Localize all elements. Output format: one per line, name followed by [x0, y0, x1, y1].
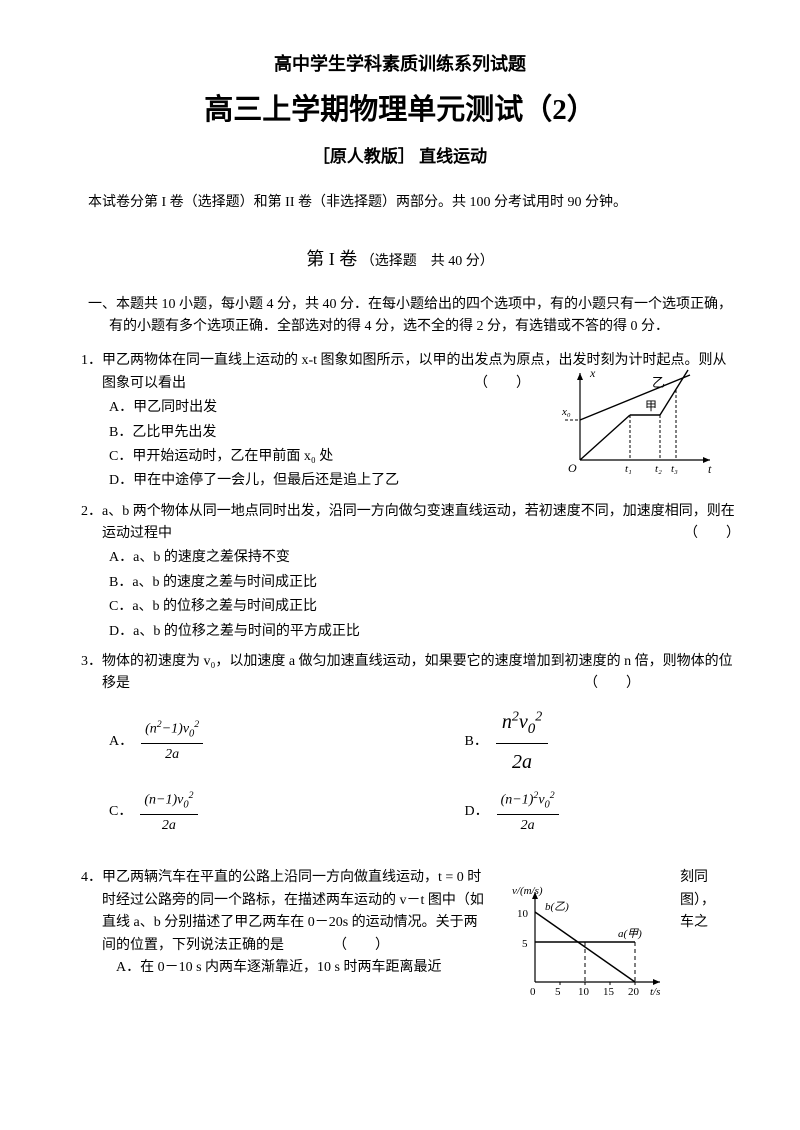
q3-c-formula: (n−1)v02 2a — [140, 788, 197, 838]
q4-y-label: v/(m/s) — [512, 885, 543, 897]
q1-svg: x t O 乙 x₀ 甲 t₁ t₂ t₃ — [560, 365, 720, 480]
q4-xtick-15: 15 — [603, 986, 615, 998]
q1-x-axis-label: t — [708, 462, 712, 476]
q1-jia-label: 甲 — [645, 399, 657, 413]
question-3: 3．物体的初速度为 v₀，以加速度 a 做匀加速直线运动，如果要它的速度增加到初… — [60, 651, 740, 837]
q2-opt-c: C．a、b 的位移之差与时间成正比 — [109, 596, 740, 618]
q4-graph: v/(m/s) t/s 5 10 0 5 10 15 20 a(甲) b(乙) — [510, 882, 670, 1010]
q3-b-label: B． — [465, 731, 488, 753]
q4-opt-a: A．在 0－10 s 内两车逐渐靠近，10 s 时两车距离最近 — [102, 957, 550, 979]
q1-graph: x t O 乙 x₀ 甲 t₁ t₂ t₃ — [560, 365, 720, 488]
q1-x0-label: x₀ — [561, 406, 571, 418]
q1-origin: O — [568, 461, 577, 475]
q4-line3: 直线 a、b 分别描述了甲乙两车在 0－20s 的运动情况。关于两 — [102, 912, 550, 934]
q3-opt-a: A． (n2−1)v02 2a — [109, 706, 385, 778]
q4-ytick-5: 5 — [522, 938, 528, 950]
q1-y-axis-label: x — [589, 366, 596, 380]
q4-svg: v/(m/s) t/s 5 10 0 5 10 15 20 a(甲) b(乙) — [510, 882, 670, 1002]
q4-b-label: b(乙) — [545, 901, 569, 913]
q4-text: 4．甲乙两辆汽车在平直的公路上沿同一方向做直线运动，t = 0 时 时经过公路旁… — [60, 867, 550, 979]
q2-blank: （ ） — [705, 523, 740, 545]
q4-line2: 时经过公路旁的同一个路标，在描述两车运动的 v－t 图中（如 — [102, 890, 550, 912]
q3-d-formula: (n−1)2v02 2a — [497, 788, 559, 838]
question-2: 2．a、b 两个物体从同一地点同时出发，沿同一方向做匀变速直线运动，若初速度不同… — [60, 501, 740, 643]
q3-opt-c: C． (n−1)v02 2a — [109, 788, 385, 838]
q2-stem: 2．a、b 两个物体从同一地点同时出发，沿同一方向做匀变速直线运动，若初速度不同… — [60, 501, 740, 546]
q4-x-label: t/s — [650, 986, 660, 998]
q2-options: A．a、b 的速度之差保持不变 B．a、b 的速度之差与时间成正比 C．a、b … — [60, 547, 740, 643]
q2-stem-text: 2．a、b 两个物体从同一地点同时出发，沿同一方向做匀变速直线运动，若初速度不同… — [81, 504, 735, 541]
exam-info: 本试卷分第 I 卷（选择题）和第 II 卷（非选择题）两部分。共 100 分考试… — [60, 192, 740, 214]
q1-blank: （ ） — [495, 373, 530, 395]
q1-t2: t₂ — [655, 463, 662, 475]
q4-a-label: a(甲) — [618, 928, 642, 940]
question-1: 1．甲乙两物体在同一直线上运动的 x-t 图象如图所示，以甲的出发点为原点，出发… — [60, 350, 740, 492]
q3-row-cd: C． (n−1)v02 2a D． (n−1)2v02 2a — [60, 788, 740, 838]
q3-opt-b: B． n2v02 2a — [465, 706, 741, 778]
q2-opt-b: B．a、b 的速度之差与时间成正比 — [109, 572, 740, 594]
q4-line1: 4．甲乙两辆汽车在平直的公路上沿同一方向做直线运动，t = 0 时 — [102, 867, 550, 889]
subtitle: ［原人教版］ 直线运动 — [60, 143, 740, 170]
q1-t3: t₃ — [671, 463, 678, 475]
q3-b-formula: n2v02 2a — [496, 706, 548, 778]
q3-a-formula: (n2−1)v02 2a — [141, 717, 203, 767]
q2-opt-d: D．a、b 的位移之差与时间的平方成正比 — [109, 621, 740, 643]
q4-line4: 间的位置，下列说法正确的是 （ ） — [102, 935, 550, 957]
q4-xtick-0: 0 — [530, 986, 536, 998]
q3-d-label: D． — [465, 801, 489, 823]
q4-ytick-10: 10 — [517, 908, 529, 920]
volume-title: 第 I 卷 （选择题 共 40 分） — [60, 245, 740, 274]
q3-a-label: A． — [109, 731, 133, 753]
q4-xtick-20: 20 — [628, 986, 640, 998]
q1-t1: t₁ — [625, 463, 632, 475]
q1-yi-label: 乙 — [652, 375, 665, 390]
q3-opt-d: D． (n−1)2v02 2a — [465, 788, 741, 838]
q2-opt-a: A．a、b 的速度之差保持不变 — [109, 547, 740, 569]
q4-rt1: 刻同 — [680, 867, 740, 889]
q4-xtick-5: 5 — [555, 986, 561, 998]
q4-xtick-10: 10 — [578, 986, 590, 998]
main-title: 高三上学期物理单元测试（2） — [60, 87, 740, 133]
q3-stem: 3．物体的初速度为 v₀，以加速度 a 做匀加速直线运动，如果要它的速度增加到初… — [60, 651, 740, 696]
volume-note: （选择题 共 40 分） — [361, 254, 494, 269]
q3-blank: （ ） — [605, 673, 640, 695]
q4-rt2: 图）， — [680, 890, 740, 912]
section-header: 一、本题共 10 小题，每小题 4 分，共 40 分．在每小题给出的四个选项中，… — [60, 294, 740, 339]
question-4: 4．甲乙两辆汽车在平直的公路上沿同一方向做直线运动，t = 0 时 时经过公路旁… — [60, 867, 740, 979]
series-title: 高中学生学科素质训练系列试题 — [60, 50, 740, 79]
q4-rt3: 车之 — [680, 912, 740, 934]
volume-main: 第 I 卷 — [306, 249, 357, 269]
q4-right-text: 刻同 图）， 车之 — [680, 867, 740, 934]
q3-c-label: C． — [109, 801, 132, 823]
q3-row-ab: A． (n2−1)v02 2a B． n2v02 2a — [60, 706, 740, 778]
